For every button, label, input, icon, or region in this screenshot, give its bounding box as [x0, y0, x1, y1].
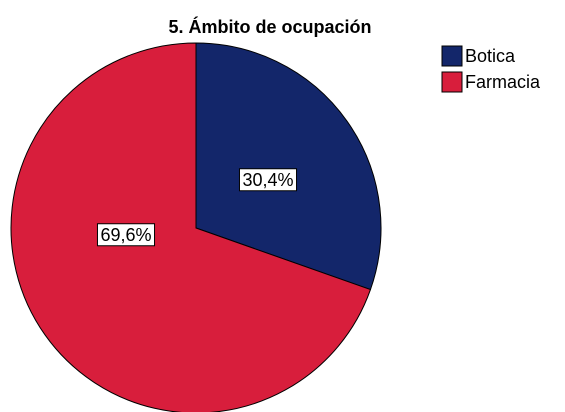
- pie-slice: [10, 42, 372, 412]
- legend-swatch: [441, 45, 463, 67]
- data-label-box: [238, 168, 298, 192]
- pie-slice: [195, 42, 382, 291]
- legend-label: Farmacia: [465, 72, 541, 92]
- data-label-box: [96, 223, 156, 247]
- data-label: 69,6%: [100, 225, 151, 245]
- chart-title: 5. Ámbito de ocupación: [168, 16, 371, 37]
- legend-label: Botica: [465, 46, 516, 66]
- data-label: 30,4%: [242, 170, 293, 190]
- legend-swatch: [441, 71, 463, 93]
